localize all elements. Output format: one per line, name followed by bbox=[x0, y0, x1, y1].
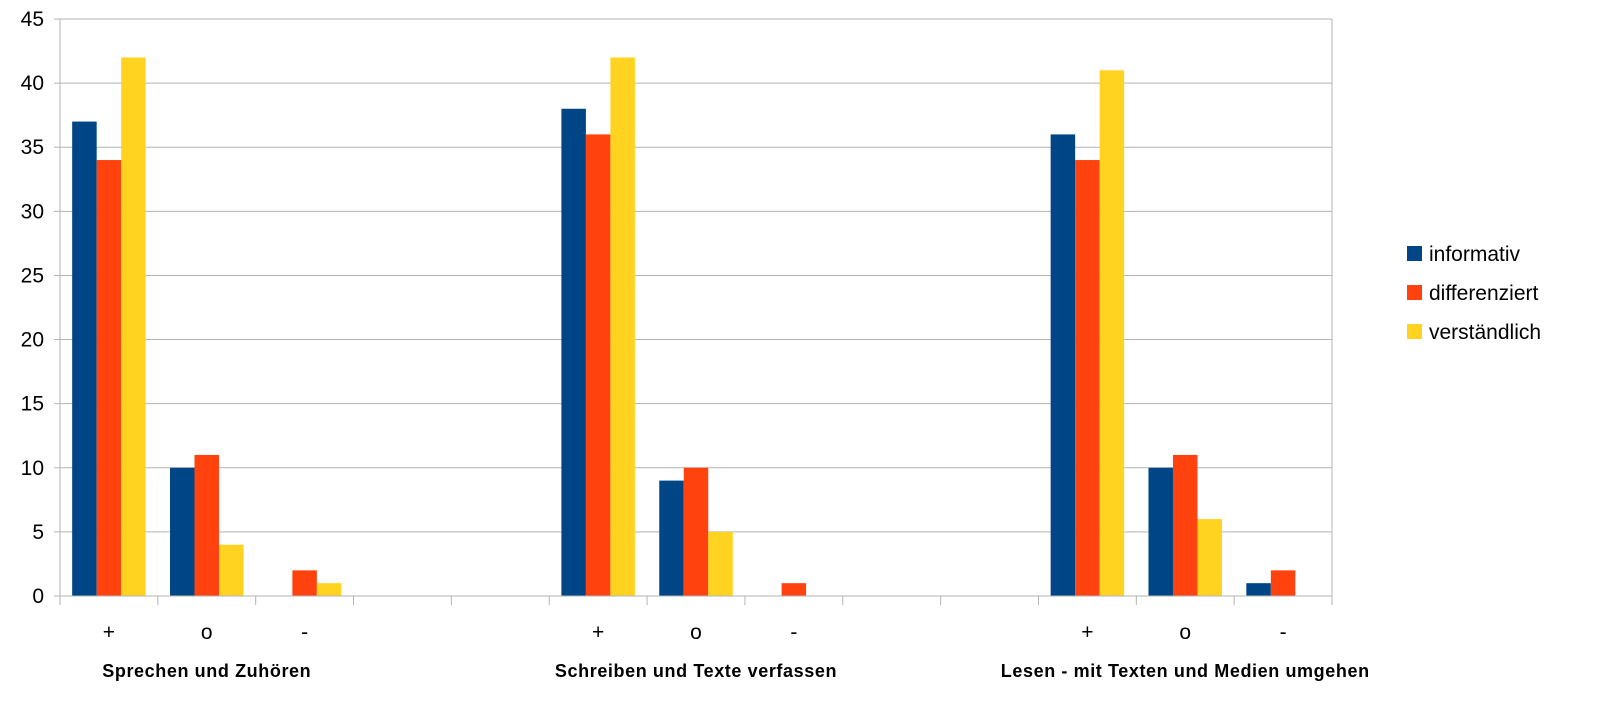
y-tick-label: 25 bbox=[21, 264, 44, 287]
bar-differenziert-1-1 bbox=[96, 160, 122, 597]
bar-informativ-2-2 bbox=[659, 480, 684, 596]
y-tick-label: 20 bbox=[21, 329, 44, 352]
bar-differenziert-2-1 bbox=[585, 134, 611, 596]
bar-informativ-3-2 bbox=[1148, 467, 1173, 596]
y-tick-label: 45 bbox=[21, 8, 44, 31]
x-tick-label: o bbox=[201, 621, 213, 644]
y-tick-label: 10 bbox=[21, 457, 44, 480]
bar-differenziert-2-2 bbox=[683, 467, 709, 596]
y-tick-label: 5 bbox=[32, 521, 44, 544]
bar-informativ-1-1 bbox=[72, 121, 97, 597]
x-tick-label: + bbox=[1081, 621, 1093, 644]
x-tick-label: + bbox=[103, 621, 115, 644]
legend-swatch-informativ bbox=[1407, 246, 1422, 261]
bar-informativ-3-3 bbox=[1246, 583, 1271, 596]
group-label: Schreiben und Texte verfassen bbox=[555, 661, 837, 681]
bar-differenziert-2-3 bbox=[781, 583, 807, 596]
bar-differenziert-3-2 bbox=[1172, 454, 1198, 596]
y-tick-label: 35 bbox=[21, 136, 44, 159]
gridlines bbox=[60, 18, 1332, 533]
bar-verständlich-2-1 bbox=[610, 57, 635, 596]
bar-differenziert-1-2 bbox=[194, 454, 220, 596]
legend-label-differenziert: differenziert bbox=[1429, 282, 1539, 305]
bar-differenziert-1-3 bbox=[292, 570, 317, 596]
bar-informativ-3-1 bbox=[1050, 134, 1076, 596]
legend-swatch-verständlich bbox=[1407, 324, 1422, 339]
bar-verständlich-2-2 bbox=[708, 531, 733, 596]
bar-verständlich-1-2 bbox=[219, 544, 244, 596]
x-tick-label: - bbox=[790, 621, 797, 644]
legend-swatch-differenziert bbox=[1407, 285, 1422, 300]
bars bbox=[72, 57, 1296, 597]
legend-label-informativ: informativ bbox=[1429, 243, 1521, 266]
group-label: Sprechen und Zuhören bbox=[102, 661, 311, 681]
bar-informativ-2-1 bbox=[561, 108, 586, 596]
y-tick-label: 30 bbox=[21, 200, 44, 223]
y-tick-label: 40 bbox=[21, 72, 44, 95]
legend-label-verständlich: verständlich bbox=[1429, 321, 1541, 344]
bar-differenziert-3-1 bbox=[1075, 160, 1100, 597]
legend: informativ differenziert verständlich bbox=[1407, 243, 1541, 344]
bar-verständlich-1-1 bbox=[121, 57, 146, 596]
bar-verständlich-3-2 bbox=[1197, 519, 1222, 596]
axis-labels: 0 5 10 15 20 25 30 35 40 45 + o - + o - + o - Sprechen und … bbox=[21, 8, 1370, 681]
bar-verständlich-3-1 bbox=[1099, 70, 1125, 597]
x-tick-label: - bbox=[1280, 621, 1287, 644]
bar-informativ-1-2 bbox=[170, 467, 195, 596]
group-label: Lesen - mit Texten und Medien umgehen bbox=[1001, 661, 1370, 681]
y-tick-label: 0 bbox=[32, 585, 44, 608]
x-tick-label: + bbox=[592, 621, 604, 644]
axes bbox=[54, 18, 1333, 605]
x-tick-label: o bbox=[690, 621, 702, 644]
x-tick-label: o bbox=[1179, 621, 1191, 644]
x-tick-label: - bbox=[301, 621, 308, 644]
bar-differenziert-3-3 bbox=[1270, 570, 1296, 596]
y-tick-label: 15 bbox=[21, 393, 44, 416]
bar-verständlich-1-3 bbox=[316, 583, 342, 596]
